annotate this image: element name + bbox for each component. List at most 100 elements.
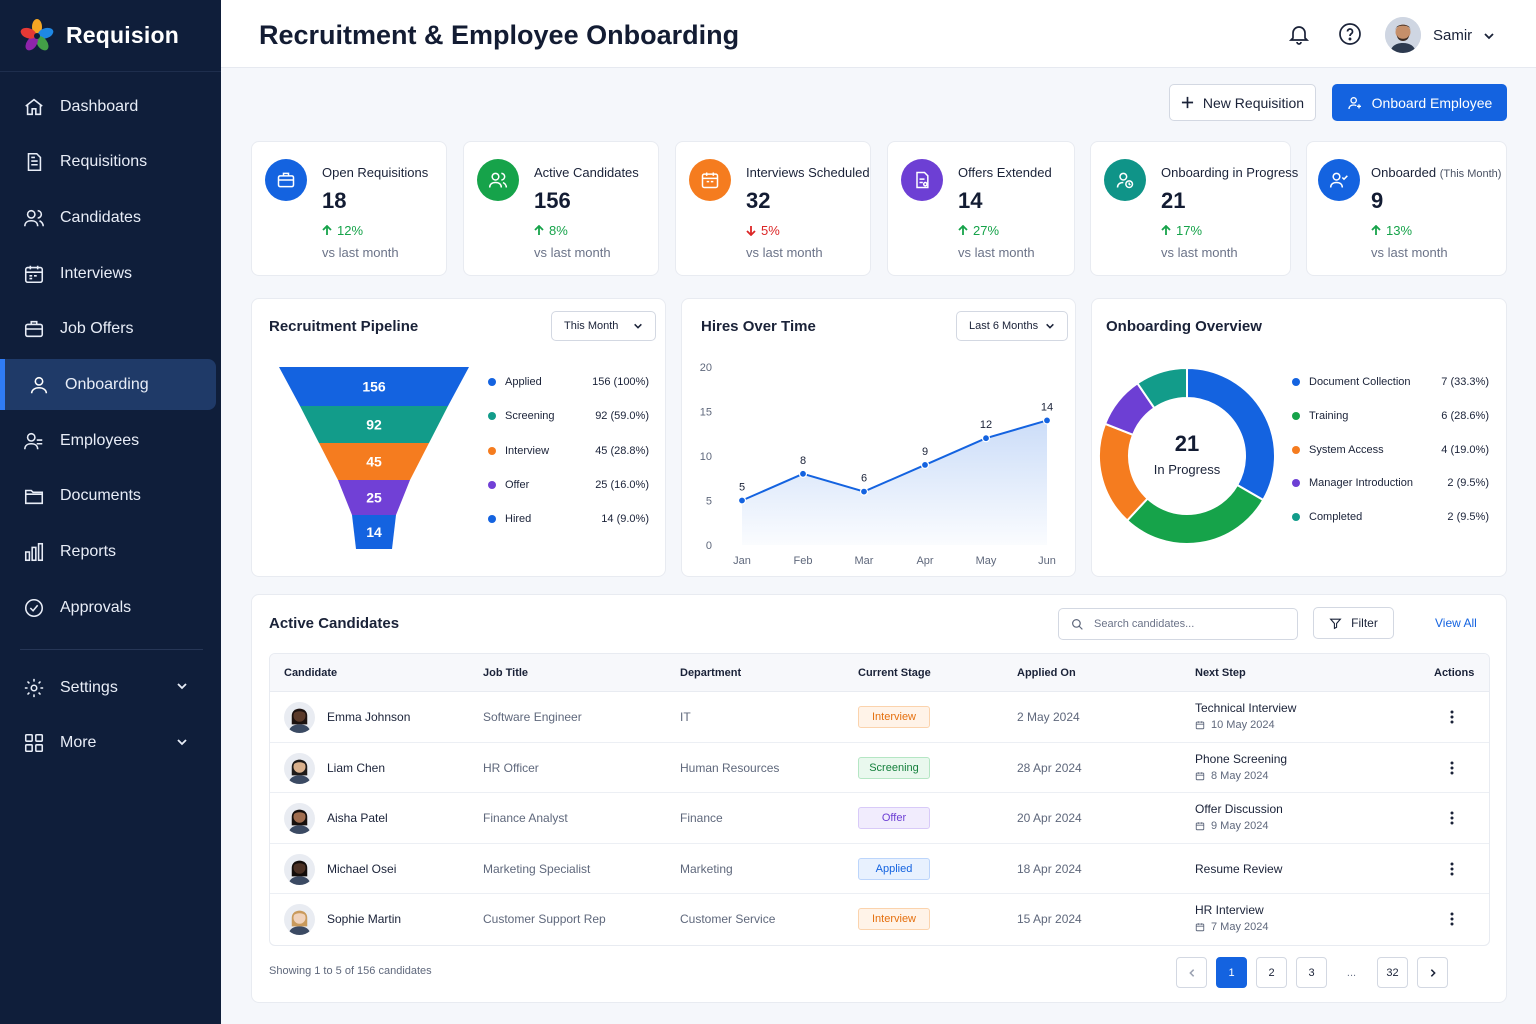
sidebar-item-documents[interactable]: Documents <box>5 471 216 522</box>
candidate-name: Michael Osei <box>327 861 397 876</box>
hires-data-point[interactable] <box>798 469 808 478</box>
table-row[interactable]: Aisha Patel Finance Analyst Finance 20 Apr … <box>270 793 1489 844</box>
table-row[interactable]: Liam Chen HR Officer Human Resources 28 Apr… <box>270 743 1489 793</box>
search-candidates-box[interactable] <box>1058 608 1298 640</box>
sidebar-item-interviews[interactable]: Interviews <box>5 248 216 299</box>
hires-period-dropdown[interactable]: Last 6 Months <box>956 311 1068 341</box>
filter-button[interactable]: Filter <box>1313 607 1394 639</box>
help-icon[interactable] <box>1338 22 1362 46</box>
sidebar-item-employees[interactable]: Employees <box>5 415 216 466</box>
user-avatar[interactable] <box>1385 17 1421 53</box>
col-job-title[interactable]: Job Title <box>483 667 529 679</box>
hires-line-chart: 0 5 10 15 20 Jan Feb Mar Apr May Jun 5 8 6 9 12 14 <box>700 362 1056 567</box>
search-input[interactable] <box>1094 618 1284 630</box>
chevron-down-icon[interactable] <box>1483 30 1495 42</box>
sidebar-item-requisitions[interactable]: Requisitions <box>5 137 216 188</box>
y-tick-label: 15 <box>700 407 712 419</box>
table-row[interactable]: Michael Osei Marketing Specialist Marketin… <box>270 844 1489 894</box>
legend-item-screening: Screening <box>488 410 555 422</box>
table-row[interactable]: Sophie Martin Customer Support Rep Custome… <box>270 894 1489 945</box>
stat-label-suffix: (This Month) <box>1439 168 1502 180</box>
sidebar-item-approvals[interactable]: Approvals <box>5 582 216 633</box>
hires-data-point[interactable] <box>859 487 869 496</box>
col-current-stage[interactable]: Current Stage <box>858 667 931 679</box>
candidate-avatar <box>284 752 315 784</box>
sidebar-item-settings[interactable]: Settings <box>5 662 216 713</box>
funnel-segment-applied[interactable] <box>279 367 469 406</box>
onboard-employee-button[interactable]: Onboard Employee <box>1332 84 1507 121</box>
next-step-date: 8 May 2024 <box>1195 770 1268 782</box>
stat-card-onboarding-in-progress[interactable]: Onboarding in Progress 21 17% vs last mo… <box>1090 141 1298 276</box>
legend-label: Hired <box>505 513 532 525</box>
table-row[interactable]: Emma Johnson Software Engineer IT 2 May 202… <box>270 692 1489 743</box>
col-next-step[interactable]: Next Step <box>1195 667 1246 679</box>
funnel-segment-hired[interactable] <box>352 515 396 549</box>
sidebar-item-dashboard[interactable]: Dashboard <box>5 81 216 132</box>
sidebar-item-label: Interviews <box>60 264 133 282</box>
col-department[interactable]: Department <box>680 667 742 679</box>
sidebar-item-candidates[interactable]: Candidates <box>5 192 216 243</box>
pipeline-period-dropdown[interactable]: This Month <box>551 311 656 341</box>
pagination-next-button[interactable] <box>1417 957 1448 988</box>
funnel-segment-screening[interactable] <box>300 406 448 443</box>
briefcase-icon <box>265 159 307 201</box>
sidebar-item-label: Reports <box>60 543 117 560</box>
donut-slice-training[interactable] <box>1125 483 1265 545</box>
legend-label: Offer <box>505 479 530 491</box>
stat-card-active-candidates[interactable]: Active Candidates 156 8% vs last month <box>463 141 659 276</box>
y-tick-label: 10 <box>700 451 712 463</box>
hires-data-point[interactable] <box>1042 416 1052 425</box>
col-actions: Actions <box>1434 667 1475 679</box>
row-actions-button[interactable] <box>1444 910 1460 928</box>
stat-card-onboarded-this-month[interactable]: Onboarded (This Month) 9 13% vs last mon… <box>1306 141 1507 276</box>
job-title-cell: HR Officer <box>483 760 539 775</box>
new-requisition-button[interactable]: New Requisition <box>1169 84 1316 121</box>
legend-value: 45 (28.8%) <box>595 445 649 457</box>
legend-item-training: Training <box>1292 410 1348 422</box>
hires-data-point[interactable] <box>920 460 930 469</box>
next-step-date: 9 May 2024 <box>1195 820 1268 832</box>
hires-data-point[interactable] <box>737 496 747 505</box>
sidebar-item-more[interactable]: More <box>5 718 216 769</box>
row-actions-button[interactable] <box>1444 809 1460 827</box>
stat-card-offers-extended[interactable]: Offers Extended 14 27% vs last month <box>887 141 1075 276</box>
pagination-page-2[interactable]: 2 <box>1256 957 1287 988</box>
donut-slice-completed[interactable] <box>1136 366 1188 410</box>
sidebar-item-label: More <box>60 734 97 752</box>
funnel-segment-interview[interactable] <box>319 443 429 480</box>
bell-icon[interactable] <box>1287 22 1311 46</box>
view-all-link[interactable]: View All <box>1435 616 1477 630</box>
sidebar-nav: Dashboard Requisitions Candidates Interv… <box>0 81 221 638</box>
hires-data-label: 9 <box>922 446 928 458</box>
sidebar-item-label: Settings <box>60 678 118 696</box>
user-name[interactable]: Samir <box>1433 27 1473 44</box>
stat-sub: vs last month <box>322 245 399 260</box>
pagination-page-3[interactable]: 3 <box>1296 957 1327 988</box>
stat-value: 156 <box>534 188 571 213</box>
stat-card-open-requisitions[interactable]: Open Requisitions 18 12% vs last month <box>251 141 447 276</box>
pagination-prev-button[interactable] <box>1176 957 1207 988</box>
col-applied-on[interactable]: Applied On <box>1017 667 1076 679</box>
legend-label: Screening <box>505 410 555 422</box>
pagination-page-32[interactable]: 32 <box>1377 957 1408 988</box>
users-icon <box>22 206 46 230</box>
funnel-value-label: 45 <box>366 454 382 470</box>
stat-label: Active Candidates <box>534 165 639 180</box>
funnel-segment-offer[interactable] <box>338 480 410 515</box>
sidebar-item-onboarding[interactable]: Onboarding <box>0 359 216 411</box>
donut-slice-system-access[interactable] <box>1098 422 1149 522</box>
sidebar-item-reports[interactable]: Reports <box>5 527 216 578</box>
sidebar-bottom-nav: Settings More <box>0 662 221 773</box>
hires-data-point[interactable] <box>981 434 991 443</box>
chevron-down-icon <box>177 739 187 745</box>
sidebar-item-job-offers[interactable]: Job Offers <box>5 304 216 355</box>
legend-dot <box>488 515 496 523</box>
row-actions-button[interactable] <box>1444 708 1460 726</box>
pagination-page-1[interactable]: 1 <box>1216 957 1247 988</box>
row-actions-button[interactable] <box>1444 860 1460 878</box>
legend-label: Applied <box>505 376 542 388</box>
stat-card-interviews-scheduled[interactable]: Interviews Scheduled 32 5% vs last month <box>675 141 871 276</box>
col-candidate[interactable]: Candidate <box>284 667 338 679</box>
row-actions-button[interactable] <box>1444 759 1460 777</box>
sidebar: Requision Dashboard Requisitions Candida… <box>0 0 221 1024</box>
